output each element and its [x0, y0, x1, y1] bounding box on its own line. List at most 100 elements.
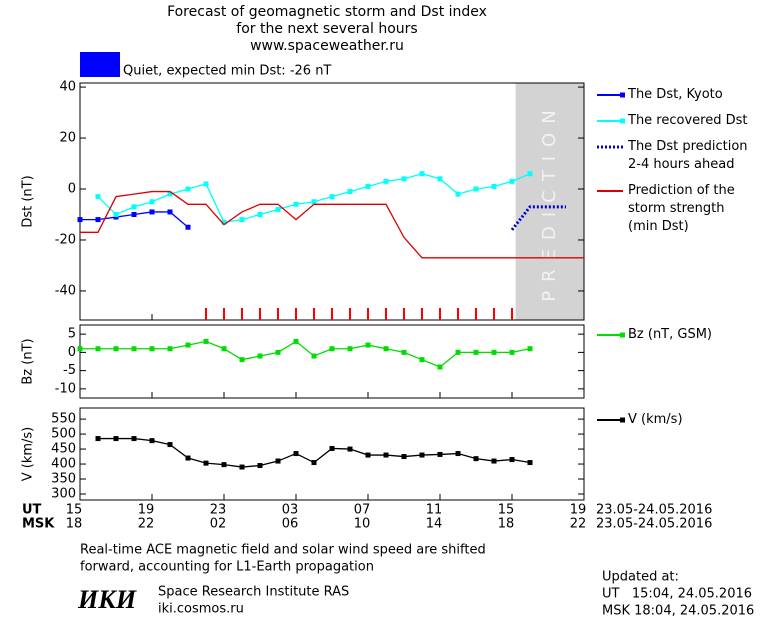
date-range: 23.05-24.05.2016: [596, 503, 712, 518]
y-tick-label: -5: [63, 363, 76, 378]
data-point: [95, 346, 101, 352]
data-point: [239, 357, 245, 363]
data-point: [491, 349, 497, 355]
data-point: [149, 346, 155, 352]
y-axis-label: V (km/s): [21, 427, 36, 482]
x-tick-label: 19: [138, 503, 155, 518]
data-point: [167, 442, 173, 448]
data-point: [185, 342, 191, 348]
y-tick-label: 20: [59, 131, 76, 146]
x-tick-label: 11: [426, 503, 443, 518]
y-tick-label: 550: [51, 412, 76, 427]
data-point: [257, 211, 263, 217]
data-point: [131, 211, 137, 217]
site: iki.cosmos.ru: [158, 602, 244, 617]
y-tick-label: -40: [55, 283, 76, 298]
series-line: [80, 340, 531, 368]
data-point: [275, 349, 281, 355]
x-tick-label: 19: [570, 503, 587, 518]
data-point: [419, 171, 425, 177]
data-point: [509, 178, 515, 184]
legend-entry: V (km/s): [628, 412, 683, 427]
y-tick-label: 450: [51, 442, 76, 457]
data-point: [203, 181, 209, 187]
data-point: [473, 349, 479, 355]
data-point: [401, 176, 407, 182]
data-point: [185, 186, 191, 192]
legend-entry: The Dst, Kyoto: [628, 87, 723, 102]
data-point: [383, 346, 389, 352]
data-point: [95, 436, 101, 442]
data-point: [437, 364, 443, 370]
data-point: [185, 224, 191, 230]
data-point: [455, 191, 461, 197]
logo: ИКИ: [77, 585, 137, 614]
panel-frame: [79, 324, 585, 399]
legend-entry: Prediction of the storm strength (min Ds…: [628, 183, 735, 234]
data-point: [419, 452, 425, 458]
panel-frame: [79, 407, 585, 501]
panel-frame: [79, 82, 585, 321]
data-point: [347, 346, 353, 352]
data-point: [113, 346, 119, 352]
note-line: Real-time ACE magnetic field and solar w…: [80, 543, 486, 558]
data-point: [221, 462, 227, 468]
data-point: [509, 349, 515, 355]
data-point: [95, 194, 101, 200]
data-point: [401, 454, 407, 460]
x-tick-label: 07: [354, 503, 371, 518]
series-line: [510, 205, 566, 231]
msk-tick-label: 18: [66, 517, 83, 532]
data-point: [329, 346, 335, 352]
data-point: [311, 353, 317, 359]
y-tick-label: -20: [55, 232, 76, 247]
legend-marker: [620, 417, 625, 423]
msk-tick-label: 22: [570, 517, 587, 532]
data-point: [275, 206, 281, 212]
data-point: [293, 338, 299, 344]
data-point: [455, 349, 461, 355]
data-point: [401, 349, 407, 355]
prediction-shade: [515, 83, 584, 320]
title-line: Forecast of geomagnetic storm and Dst in…: [167, 4, 487, 20]
data-point: [275, 458, 281, 464]
data-point: [203, 460, 209, 466]
data-point: [365, 342, 371, 348]
msk-tick-label: 02: [210, 517, 227, 532]
data-point: [131, 204, 137, 210]
data-point: [329, 445, 335, 451]
data-point: [455, 451, 461, 457]
data-point: [383, 178, 389, 184]
y-tick-label: 0: [68, 182, 76, 197]
data-point: [185, 455, 191, 461]
data-point: [167, 209, 173, 215]
legend-marker: [620, 92, 625, 98]
y-tick-label: 500: [51, 427, 76, 442]
data-point: [293, 201, 299, 207]
legend-entry: Bz (nT, GSM): [628, 327, 713, 342]
y-tick-label: 300: [51, 487, 76, 502]
data-point: [149, 438, 155, 444]
x-tick-label: 15: [498, 503, 515, 518]
note-line: forward, accounting for L1-Earth propaga…: [80, 560, 374, 575]
ut-label: UT: [22, 503, 42, 518]
data-point: [473, 186, 479, 192]
data-point: [365, 183, 371, 189]
data-point: [131, 436, 137, 442]
msk-label: MSK: [22, 517, 55, 532]
data-point: [527, 460, 533, 466]
data-point: [419, 357, 425, 363]
updated-line: MSK 18:04, 24.05.2016: [602, 604, 754, 619]
data-point: [365, 452, 371, 458]
x-tick-label: 23: [210, 503, 227, 518]
y-tick-label: -10: [55, 381, 76, 396]
legend-marker: [620, 118, 625, 124]
data-point: [167, 191, 173, 197]
data-point: [347, 189, 353, 195]
series-line: [97, 173, 531, 223]
data-point: [527, 346, 533, 352]
data-point: [491, 183, 497, 189]
data-point: [131, 346, 137, 352]
msk-tick-label: 10: [354, 517, 371, 532]
y-axis-label: Bz (nT): [21, 338, 36, 384]
